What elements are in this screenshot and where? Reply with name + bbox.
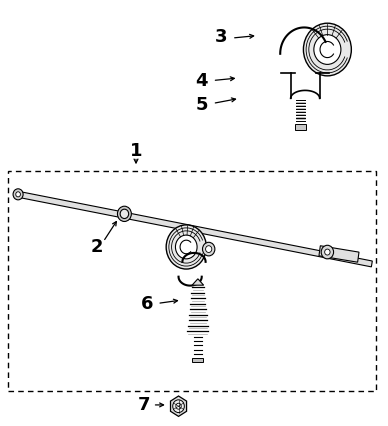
- Circle shape: [16, 192, 21, 197]
- Circle shape: [303, 23, 352, 76]
- Text: 3: 3: [215, 28, 227, 46]
- Circle shape: [173, 400, 184, 412]
- Text: 6: 6: [141, 295, 154, 313]
- Text: 4: 4: [196, 72, 208, 90]
- Circle shape: [166, 225, 206, 269]
- Polygon shape: [16, 191, 372, 267]
- Circle shape: [206, 246, 212, 253]
- Bar: [192, 358, 203, 363]
- Circle shape: [203, 242, 215, 256]
- Circle shape: [325, 249, 330, 255]
- Text: 2: 2: [91, 238, 104, 256]
- Circle shape: [175, 235, 197, 259]
- Text: 1: 1: [130, 142, 142, 161]
- Polygon shape: [170, 396, 187, 416]
- Text: 7: 7: [137, 396, 150, 414]
- Bar: [9, 170, 376, 391]
- Circle shape: [176, 403, 181, 409]
- Polygon shape: [192, 279, 204, 285]
- Circle shape: [321, 245, 334, 259]
- Circle shape: [118, 206, 132, 222]
- Circle shape: [314, 35, 341, 64]
- Bar: [294, 124, 306, 130]
- Polygon shape: [319, 246, 359, 262]
- Circle shape: [13, 189, 23, 200]
- Text: 5: 5: [196, 96, 208, 114]
- Circle shape: [120, 209, 129, 219]
